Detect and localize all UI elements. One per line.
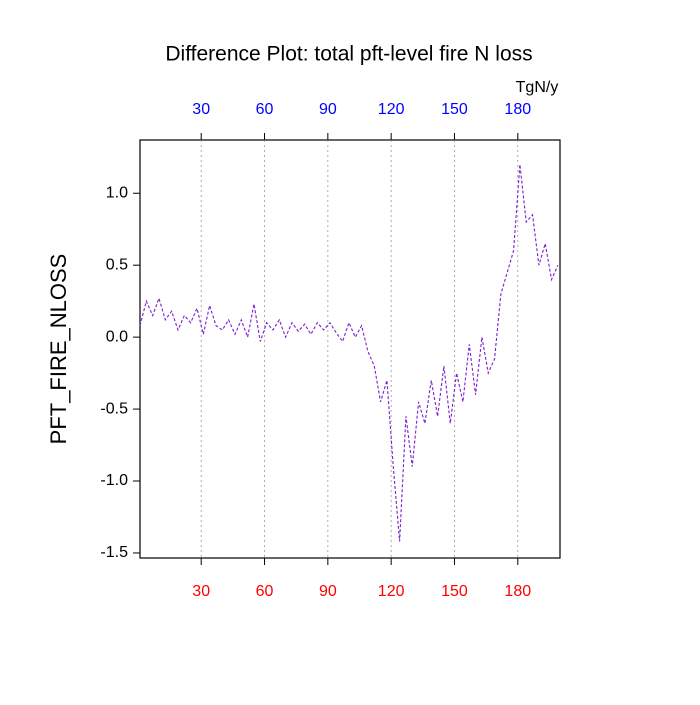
y-tick-label: 0.0 [106,328,128,345]
y-axis-label: PFT_FIRE_NLOSS [46,254,71,445]
top-tick-label: 180 [504,101,531,118]
y-tick-label: -1.0 [100,472,128,489]
top-tick-label: 150 [441,101,468,118]
top-tick-label: 60 [256,101,274,118]
chart-title: Difference Plot: total pft-level fire N … [165,43,532,66]
top-tick-label: 30 [192,101,210,118]
x-tick-label: 90 [319,583,337,600]
x-tick-label: 150 [441,583,468,600]
y-tick-label: 0.5 [106,256,128,273]
y-tick-label: 1.0 [106,184,128,201]
top-tick-label: 120 [378,101,405,118]
y-tick-label: -0.5 [100,400,128,417]
data-line [139,164,559,542]
y-tick-label: -1.5 [100,544,128,561]
plot-frame [139,139,561,559]
x-tick-label: 120 [378,583,405,600]
x-tick-label: 180 [504,583,531,600]
x-tick-label: 60 [256,583,274,600]
x-tick-label: 30 [192,583,210,600]
top-tick-label: 90 [319,101,337,118]
units-label: TgN/y [516,79,559,96]
